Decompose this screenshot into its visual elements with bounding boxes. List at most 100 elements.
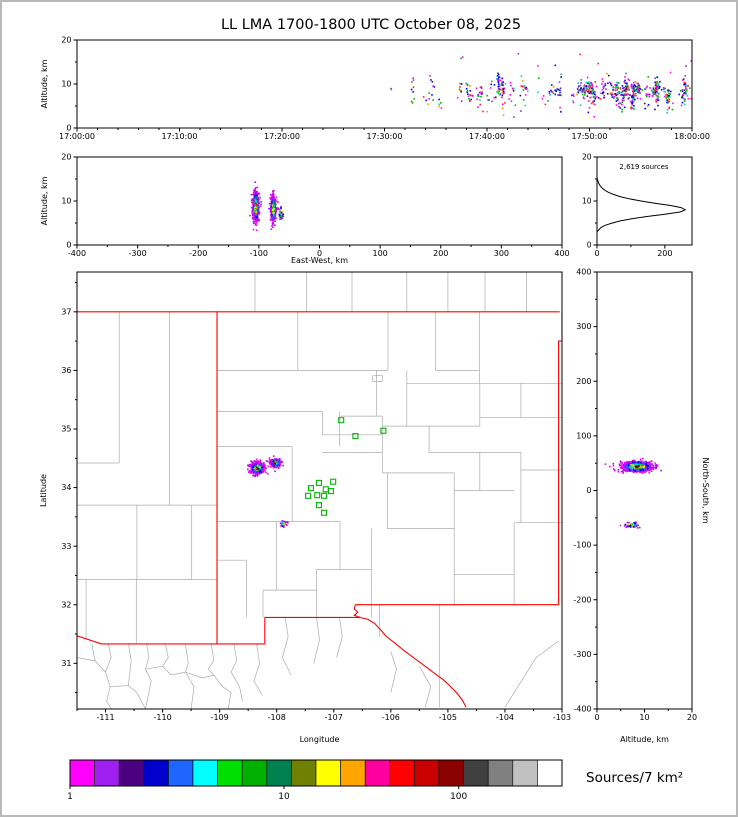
colorbar-cell (512, 759, 538, 787)
colorbar-cell (438, 759, 464, 787)
svg-text:-104: -104 (496, 713, 514, 722)
svg-text:0: 0 (66, 241, 71, 250)
colorbar-cell (340, 759, 366, 787)
ns-panel-xlabel: Altitude, km (620, 735, 669, 744)
colorbar-cell (217, 759, 243, 787)
svg-text:-111: -111 (96, 713, 114, 722)
svg-text:300: 300 (494, 249, 509, 258)
source-points (390, 52, 692, 118)
colorbar-cell (414, 759, 440, 787)
colorbar-cell (291, 759, 317, 787)
svg-text:-103: -103 (553, 713, 571, 722)
time-panel-ylabel: Altitude, km (40, 59, 49, 108)
source-points (249, 181, 285, 232)
colorbar-cell (241, 759, 268, 787)
svg-text:400: 400 (554, 249, 569, 258)
svg-text:-105: -105 (439, 713, 457, 722)
colorbar-cell (389, 759, 415, 787)
colorbar-cell (537, 759, 563, 787)
svg-text:31: 31 (61, 659, 71, 668)
svg-text:10: 10 (61, 197, 71, 206)
svg-text:-108: -108 (268, 713, 286, 722)
map-xlabel: Longitude (300, 735, 340, 744)
svg-text:-107: -107 (325, 713, 343, 722)
svg-text:200: 200 (433, 249, 448, 258)
svg-text:17:30:00: 17:30:00 (367, 132, 403, 141)
source-points (246, 455, 289, 528)
svg-text:400: 400 (576, 268, 591, 277)
svg-text:-200: -200 (189, 249, 207, 258)
svg-text:20: 20 (61, 153, 71, 162)
time-altitude-panel: 17:00:00 17:10:00 17:20:00 17:30:00 17:40:00… (59, 36, 710, 141)
state-borders (77, 311, 562, 708)
svg-text:20: 20 (687, 713, 697, 722)
svg-text:100: 100 (372, 249, 387, 258)
svg-text:0: 0 (587, 241, 592, 250)
svg-text:10: 10 (61, 80, 71, 89)
colorbar-cell (315, 759, 341, 787)
colorbar-cell (192, 759, 218, 787)
svg-text:300: 300 (576, 322, 591, 331)
svg-text:100: 100 (450, 792, 467, 802)
colorbar-cell (463, 759, 489, 787)
ew-altitude-panel: -400 -300 -200 -100 0 100 200 300 400 0 10 20 (61, 153, 569, 258)
svg-text:0: 0 (66, 124, 71, 133)
station-markers (305, 417, 387, 516)
svg-text:-400: -400 (573, 705, 591, 714)
map-ylabel: Latitude (39, 474, 48, 507)
ns-panel-ylabel: North-South, km (701, 457, 710, 523)
svg-text:-300: -300 (129, 249, 147, 258)
ew-panel-ylabel: Altitude, km (40, 176, 49, 225)
svg-text:0: 0 (594, 249, 599, 258)
colorbar-label: Sources/7 km² (586, 770, 683, 786)
svg-text:20: 20 (61, 36, 71, 45)
svg-text:32: 32 (61, 600, 71, 609)
colorbar-cell (118, 759, 145, 787)
svg-text:10: 10 (639, 713, 649, 722)
svg-text:200: 200 (657, 249, 672, 258)
chart-title: LL LMA 1700-1800 UTC October 08, 2025 (221, 17, 521, 33)
svg-text:0: 0 (594, 713, 599, 722)
svg-text:-110: -110 (154, 713, 172, 722)
svg-text:100: 100 (576, 431, 591, 440)
source-count-annotation: 2,619 sources (619, 163, 669, 171)
svg-text:17:40:00: 17:40:00 (469, 132, 505, 141)
svg-text:17:10:00: 17:10:00 (162, 132, 198, 141)
svg-text:0: 0 (317, 249, 322, 258)
svg-text:10: 10 (582, 197, 592, 206)
colorbar: 1 10 100 (67, 759, 563, 802)
svg-text:17:20:00: 17:20:00 (264, 132, 300, 141)
svg-text:1: 1 (67, 792, 73, 802)
svg-text:200: 200 (576, 377, 591, 386)
colorbar-cell (69, 759, 95, 787)
source-points (604, 457, 662, 529)
svg-text:35: 35 (61, 425, 71, 434)
svg-text:36: 36 (61, 366, 71, 375)
svg-text:-300: -300 (573, 650, 591, 659)
svg-text:33: 33 (61, 542, 71, 551)
svg-text:0: 0 (586, 486, 591, 495)
colorbar-cell (364, 759, 391, 787)
svg-text:-200: -200 (573, 595, 591, 604)
ew-panel-xlabel: East-West, km (291, 256, 348, 265)
svg-text:17:00:00: 17:00:00 (59, 132, 95, 141)
colorbar-cell (143, 759, 169, 787)
map-panel: -111 -110 -109 -108 -107 -106 -105 -104 -103 31 32… (61, 271, 571, 722)
altitude-histogram-curve (597, 157, 687, 245)
svg-text:-100: -100 (250, 249, 268, 258)
county-lines (77, 272, 562, 709)
colorbar-cell (168, 759, 194, 787)
colorbar-cell (487, 759, 514, 787)
svg-text:34: 34 (61, 483, 71, 492)
svg-text:-100: -100 (573, 541, 591, 550)
svg-text:-400: -400 (68, 249, 86, 258)
svg-text:17:50:00: 17:50:00 (572, 132, 608, 141)
svg-text:18:00:00: 18:00:00 (674, 132, 710, 141)
colorbar-cell (266, 759, 292, 787)
colorbar-cell (94, 759, 120, 787)
svg-text:10: 10 (278, 792, 290, 802)
svg-text:-106: -106 (382, 713, 400, 722)
ns-altitude-panel: 0 10 20 400 300 200 100 0 -100 -200 -300 -400 (573, 268, 697, 722)
